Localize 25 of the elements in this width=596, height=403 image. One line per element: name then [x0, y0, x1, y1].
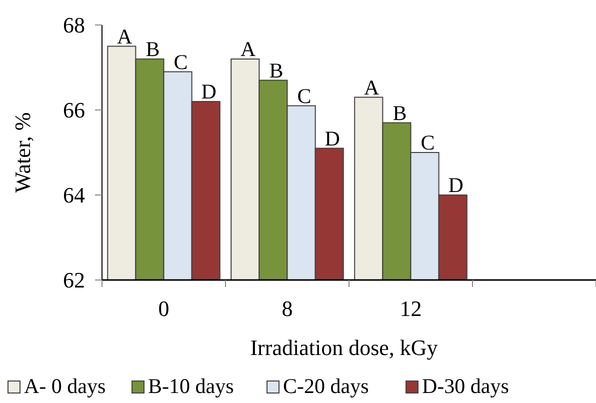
data-label: D — [448, 173, 464, 197]
data-label: C — [174, 50, 188, 74]
y-tick-label: 68 — [63, 12, 85, 38]
data-label: C — [420, 130, 435, 154]
legend-label: D-30 days — [422, 374, 509, 398]
legend-label: A- 0 days — [24, 374, 106, 398]
data-label: A — [364, 75, 380, 100]
y-tick-label: 64 — [63, 182, 85, 208]
data-label: A — [240, 37, 257, 61]
data-label: B — [269, 58, 284, 82]
legend-label: C-20 days — [283, 374, 369, 398]
x-tick-label: 8 — [282, 296, 293, 321]
data-label: C — [297, 84, 312, 108]
y-axis-title: Water, % — [10, 112, 35, 193]
legend-label: B-10 days — [148, 374, 234, 398]
data-label: B — [392, 100, 407, 125]
x-tick-label: 12 — [400, 296, 422, 321]
y-tick-label: 66 — [63, 98, 85, 123]
data-label: B — [146, 37, 160, 61]
x-tick-label: 0 — [158, 296, 170, 321]
y-tick-label: 62 — [63, 268, 85, 293]
data-label: D — [324, 126, 340, 150]
data-label: A — [117, 24, 134, 48]
x-axis-title: Irradiation dose, kGy — [250, 335, 438, 360]
data-label: D — [201, 80, 216, 104]
